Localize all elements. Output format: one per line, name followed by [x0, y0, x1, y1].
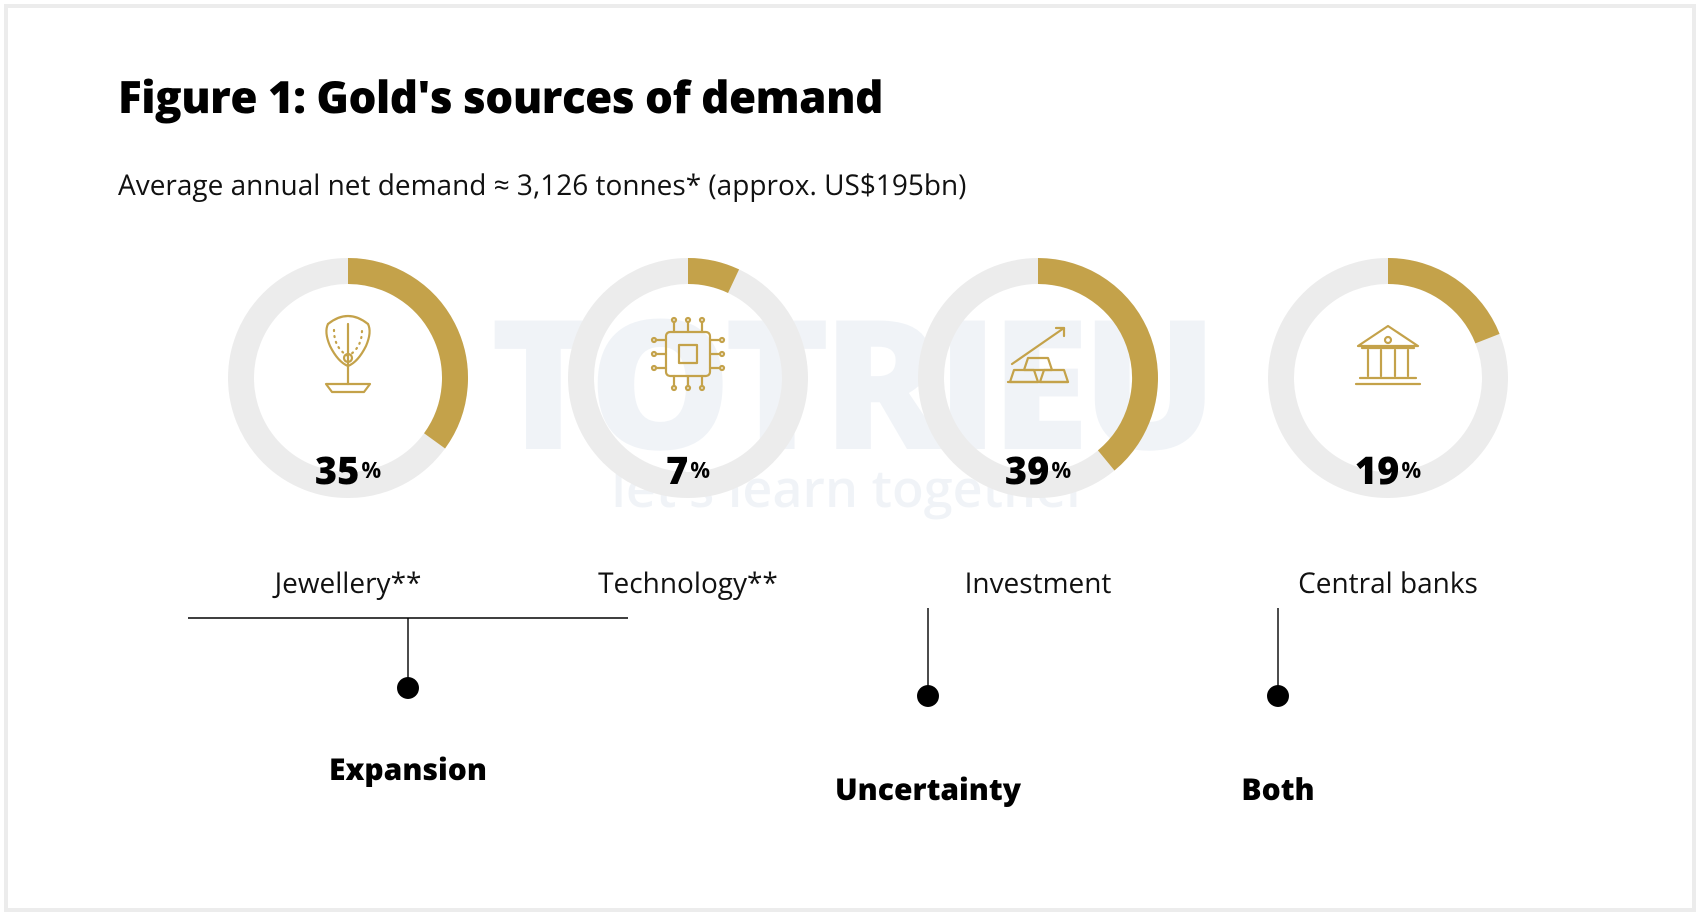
- figure-container: TOTRIEU let's learn together Figure 1: G…: [4, 4, 1696, 912]
- group-label: Uncertainty: [778, 768, 1078, 809]
- donut-label: Jewellery**: [198, 564, 498, 602]
- connectors-region: Expansion Uncertainty Both: [8, 608, 1692, 868]
- donut-value: 35%: [198, 444, 498, 496]
- chip-icon: [652, 318, 724, 390]
- donut-investment: 39%Investment: [888, 254, 1188, 502]
- donut-value: 7%: [538, 444, 838, 496]
- jewellery-icon: [326, 316, 370, 392]
- donut-label: Investment: [888, 564, 1188, 602]
- donut-value-number: 19: [1355, 444, 1400, 496]
- figure-title: Figure 1: Gold's sources of demand: [118, 66, 1582, 126]
- percent-symbol: %: [1401, 455, 1421, 485]
- donut-value: 39%: [888, 444, 1188, 496]
- percent-symbol: %: [361, 455, 381, 485]
- donut-value-number: 7: [666, 444, 688, 496]
- group-label: Expansion: [258, 748, 558, 789]
- bank-icon: [1356, 326, 1420, 384]
- donut-label: Central banks: [1238, 564, 1538, 602]
- group-label: Both: [1128, 768, 1428, 809]
- bars-up-icon: [1008, 328, 1068, 382]
- donut-jewellery: 35%Jewellery**: [198, 254, 498, 502]
- donut-technology: 7%Technology**: [538, 254, 838, 502]
- figure-subtitle: Average annual net demand ≈ 3,126 tonnes…: [118, 166, 1582, 204]
- donut-value-number: 35: [315, 444, 360, 496]
- percent-symbol: %: [1051, 455, 1071, 485]
- donut-centralbanks: 19%Central banks: [1238, 254, 1538, 502]
- donut-row: 35%Jewellery** 7%Technology**: [118, 254, 1582, 614]
- donut-value: 19%: [1238, 444, 1538, 496]
- percent-symbol: %: [690, 455, 710, 485]
- donut-label: Technology**: [538, 564, 838, 602]
- donut-value-number: 39: [1005, 444, 1050, 496]
